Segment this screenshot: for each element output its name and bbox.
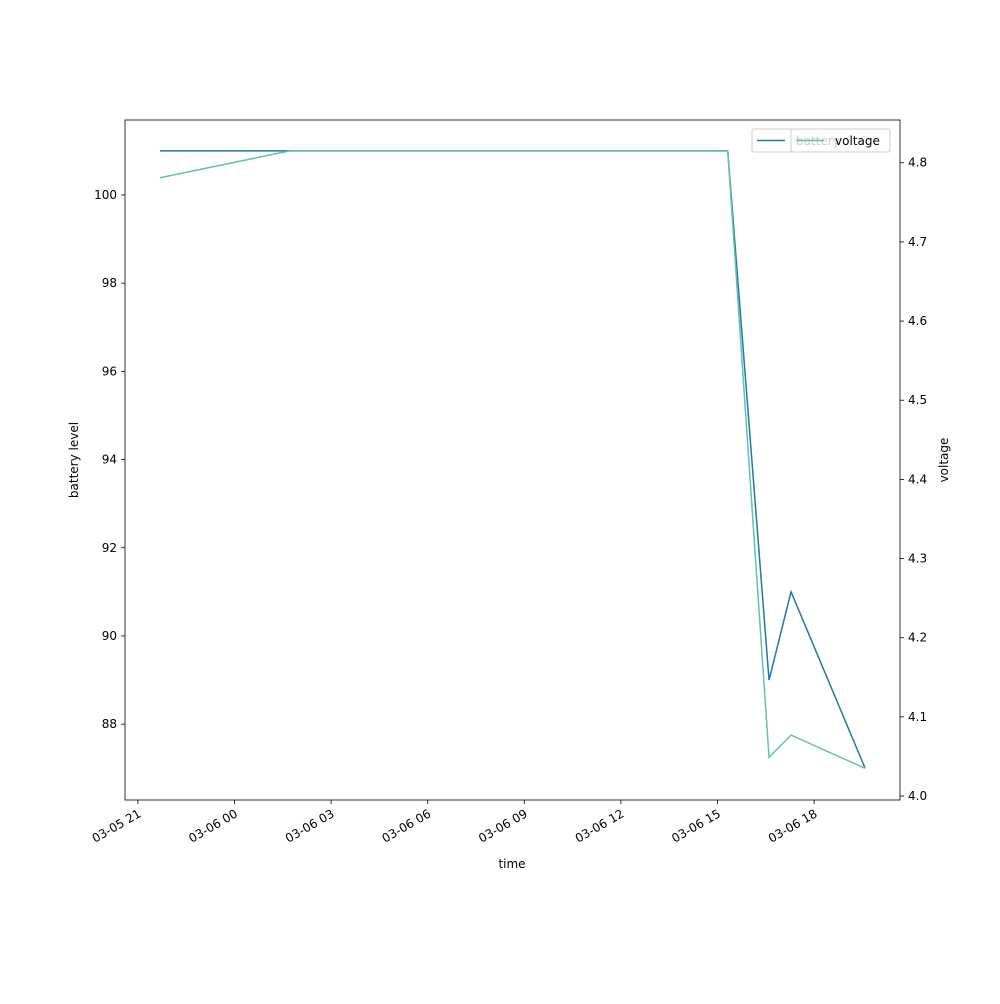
y-tick-label: 96 <box>102 364 117 378</box>
y-tick-label: 98 <box>102 276 117 290</box>
y2-tick-label: 4.1 <box>908 710 927 724</box>
y2-tick-label: 4.6 <box>908 314 927 328</box>
y2-tick-label: 4.8 <box>908 156 927 170</box>
y2-tick-label: 4.2 <box>908 631 927 645</box>
y-tick-label: 100 <box>94 188 117 202</box>
y-tick-label: 88 <box>102 717 117 731</box>
legend-label: voltage <box>835 134 880 148</box>
y-tick-label: 90 <box>102 629 117 643</box>
series-line <box>159 150 866 770</box>
y-tick-label: 94 <box>102 453 117 467</box>
y2-tick-label: 4.4 <box>908 472 927 486</box>
y2-tick-label: 4.3 <box>908 552 927 566</box>
plot-frame <box>124 119 901 801</box>
legend-box <box>790 128 891 153</box>
y2-axis-label: voltage <box>937 438 951 483</box>
series-line <box>159 150 866 769</box>
y-tick-label: 92 <box>102 541 117 555</box>
y2-tick-label: 4.5 <box>908 393 927 407</box>
y2-tick-label: 4.7 <box>908 235 927 249</box>
y2-tick-label: 4.0 <box>908 789 927 803</box>
x-axis-label: time <box>498 857 525 871</box>
y-axis-label: battery level <box>67 422 81 498</box>
